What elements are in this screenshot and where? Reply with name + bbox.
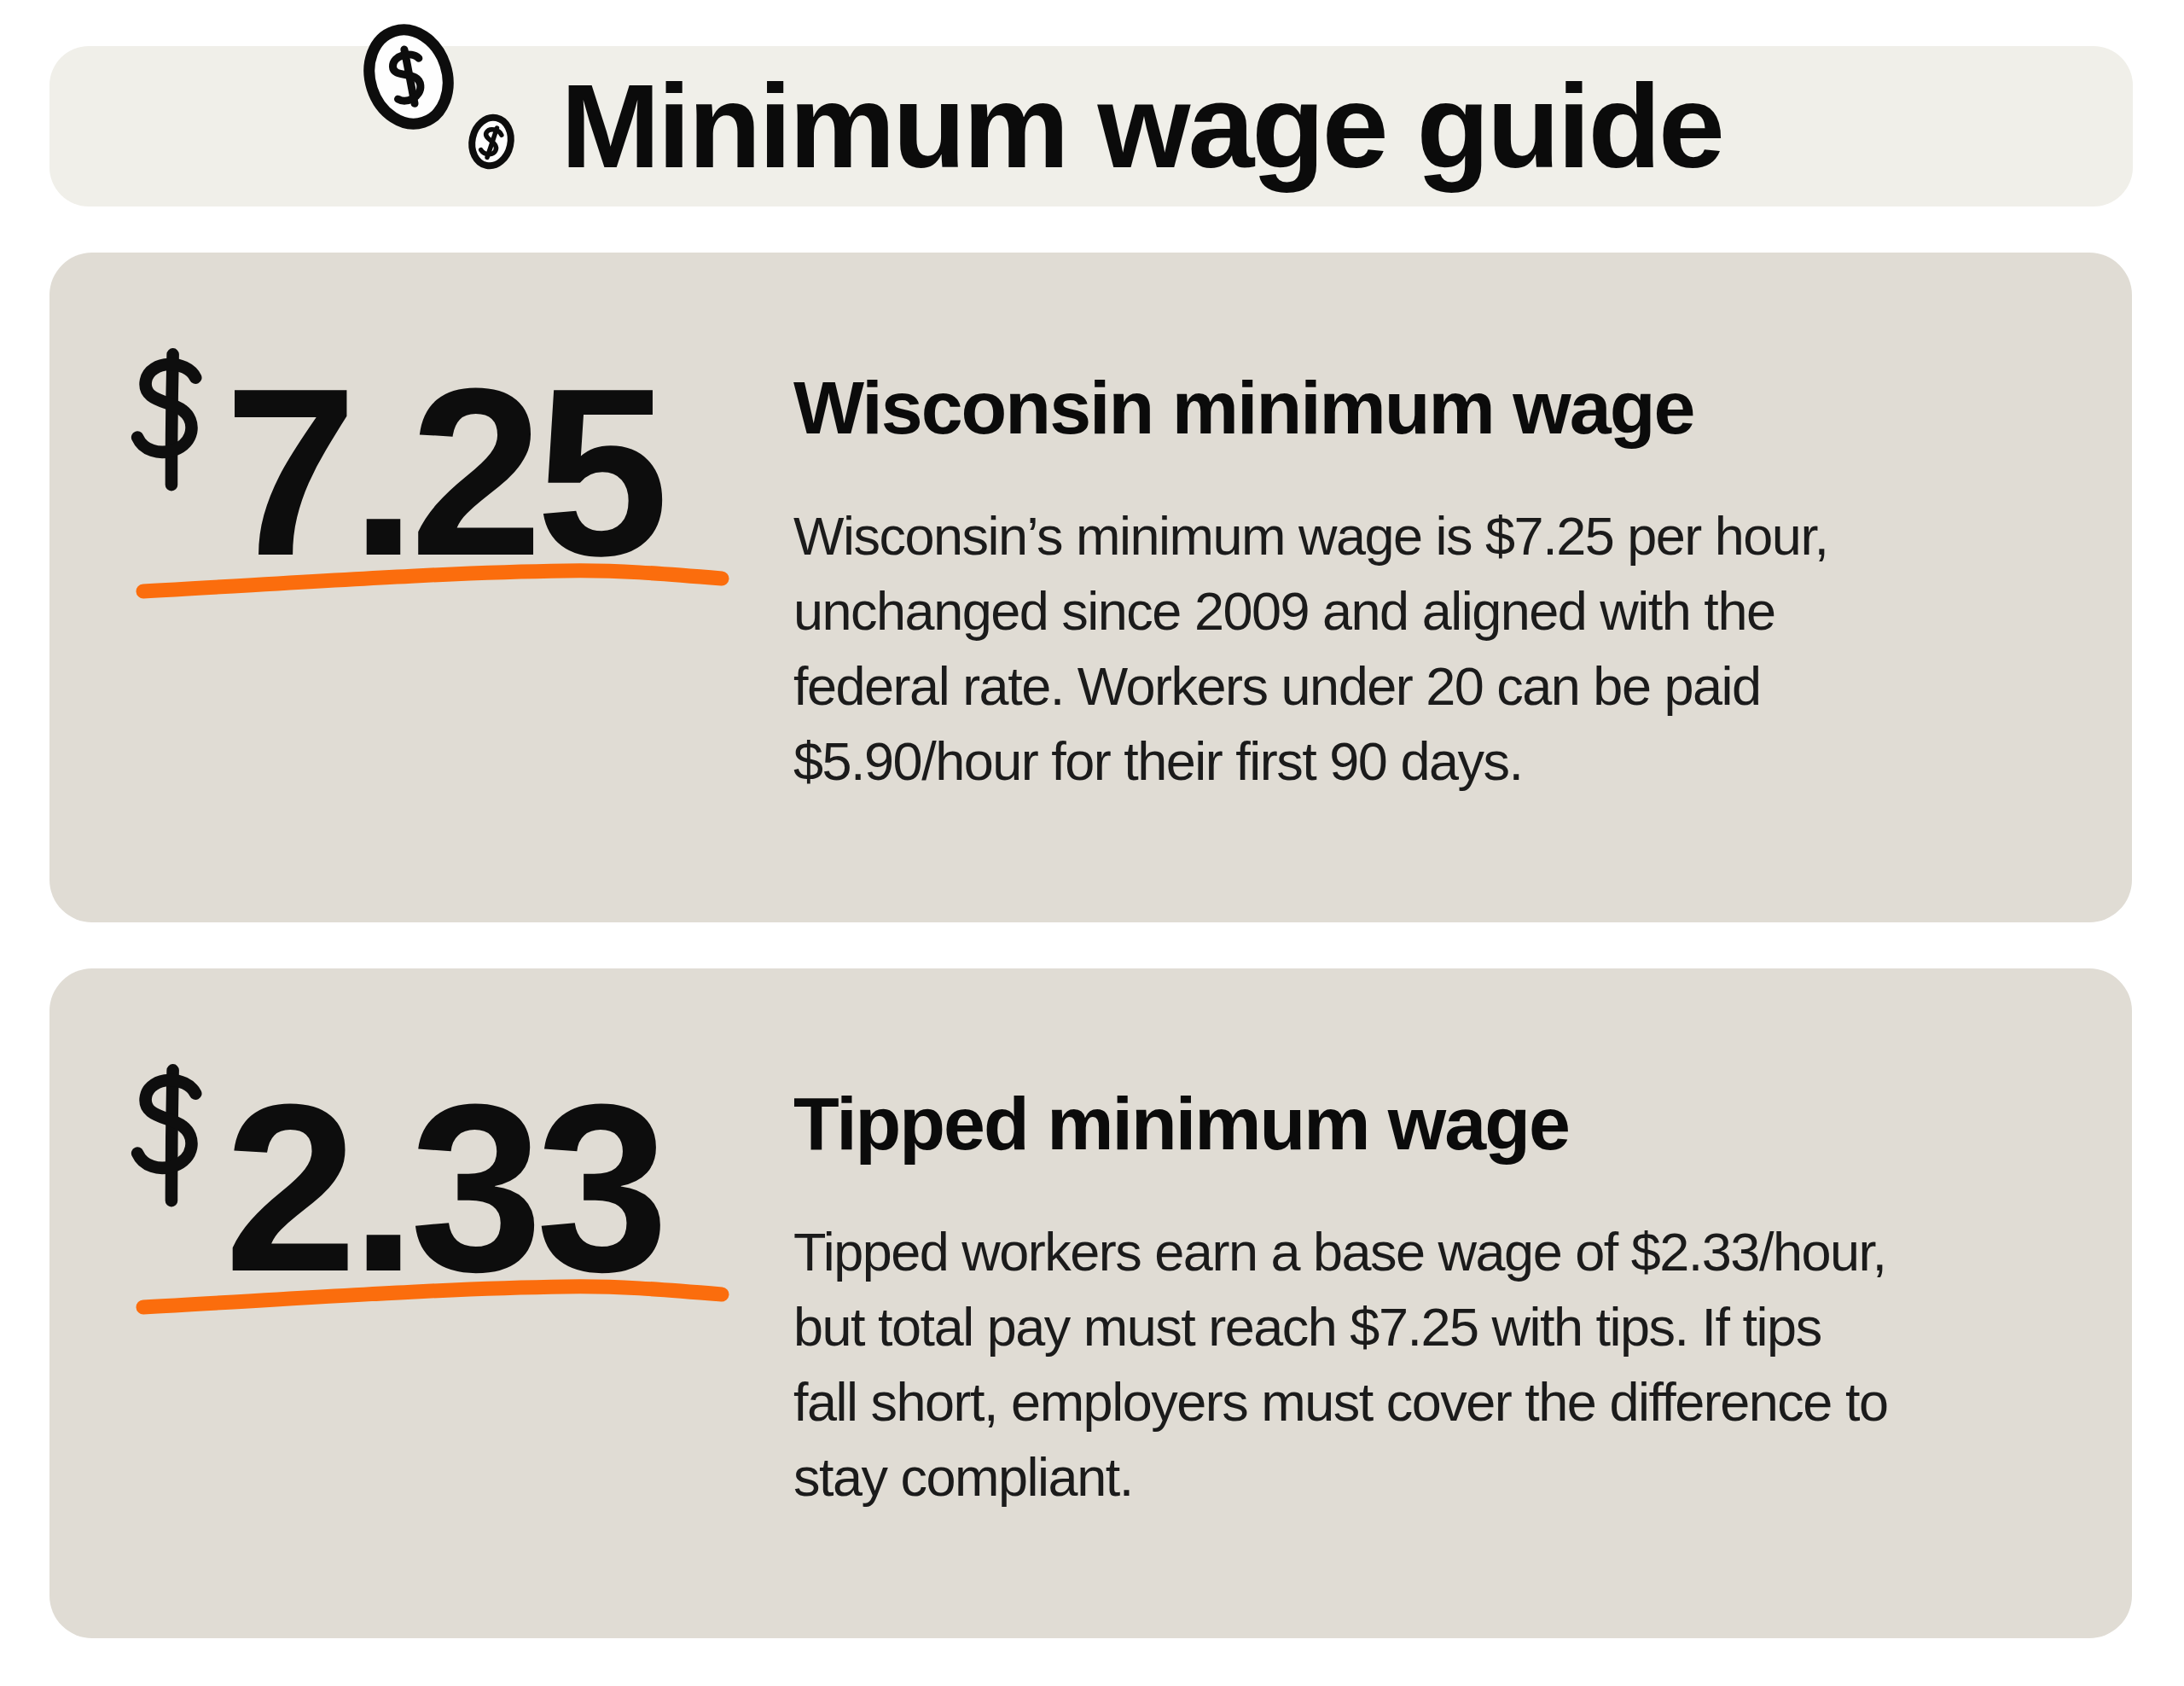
body-line: but total pay must reach $7.25 with tips… bbox=[793, 1289, 1887, 1364]
orange-underline-icon bbox=[135, 1277, 732, 1317]
body-line: $5.90/hour for their first 90 days. bbox=[793, 724, 1827, 799]
wage-amount-value: 2.33 bbox=[224, 1068, 662, 1307]
card-heading: Wisconsin minimum wage bbox=[793, 370, 1693, 445]
card-body: Wisconsin’s minimum wage is $7.25 per ho… bbox=[793, 498, 1827, 799]
body-line: fall short, employers must cover the dif… bbox=[793, 1364, 1887, 1439]
body-line: Tipped workers earn a base wage of $2.33… bbox=[793, 1214, 1887, 1289]
page-title: Minimum wage guide bbox=[49, 46, 2133, 206]
body-line: stay compliant. bbox=[793, 1439, 1887, 1514]
wisconsin-minimum-wage-card: $ 7.25 Wisconsin minimum wage Wisconsin’… bbox=[49, 253, 2132, 922]
hand-drawn-dollar-sign-icon: $ bbox=[122, 1062, 218, 1209]
hand-drawn-dollar-sign-icon: $ bbox=[122, 346, 218, 493]
card-heading: Tipped minimum wage bbox=[793, 1086, 1569, 1161]
orange-underline-icon bbox=[135, 561, 732, 601]
tipped-minimum-wage-card: $ 2.33 Tipped minimum wage Tipped worker… bbox=[49, 968, 2132, 1638]
body-line: Wisconsin’s minimum wage is $7.25 per ho… bbox=[793, 498, 1827, 573]
minimum-wage-guide-page: Minimum wage guide $ 7.25 Wisconsin mini… bbox=[0, 0, 2184, 1686]
body-line: federal rate. Workers under 20 can be pa… bbox=[793, 648, 1827, 724]
card-body: Tipped workers earn a base wage of $2.33… bbox=[793, 1214, 1887, 1514]
wage-amount-value: 7.25 bbox=[224, 352, 662, 591]
body-line: unchanged since 2009 and aligned with th… bbox=[793, 573, 1827, 648]
header-bar: Minimum wage guide bbox=[49, 46, 2133, 206]
